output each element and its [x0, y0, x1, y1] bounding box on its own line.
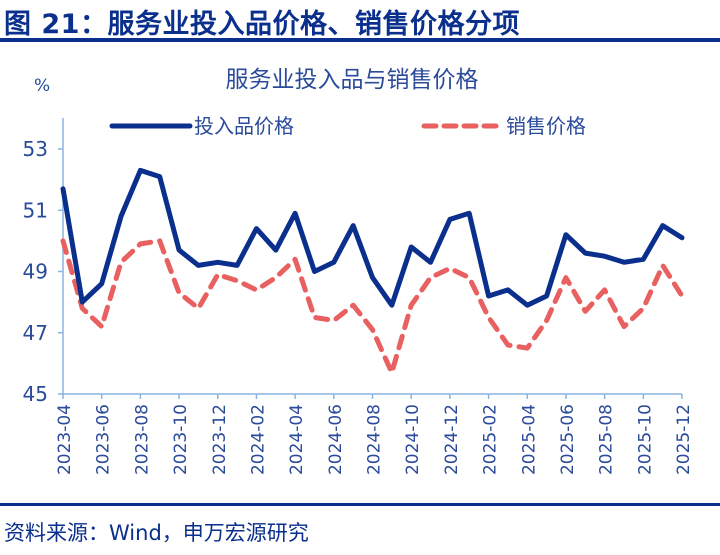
footer-divider — [0, 503, 720, 506]
x-tick-label: 2025-06 — [558, 404, 578, 475]
legend-label-input-price: 投入品价格 — [194, 114, 294, 138]
legend-label-sales-price: 销售价格 — [506, 114, 586, 138]
x-axis-ticks: 2023-04 2023-06 2023-08 2023-10 2023-12 2024-… — [55, 394, 694, 475]
series-lines — [60, 167, 685, 376]
chart-title: 服务业投入品与销售价格 — [226, 67, 479, 93]
x-tick-label: 2024-10 — [403, 404, 423, 475]
x-tick-label: 2025-02 — [481, 404, 501, 475]
x-tick-label: 2024-02 — [248, 404, 268, 475]
y-tick-label: 49 — [23, 260, 48, 284]
source-note: 资料来源：Wind，申万宏源研究 — [4, 521, 309, 545]
x-tick-label: 2023-08 — [132, 404, 152, 475]
y-tick-label: 47 — [23, 321, 48, 345]
line-chart: % 服务业投入品与销售价格 投入品价格 销售价格 45 47 49 51 53 2023… — [23, 67, 694, 475]
y-axis-ticks: 45 47 49 51 53 — [23, 137, 63, 406]
x-tick-label: 2025-04 — [519, 404, 539, 475]
x-tick-label: 2023-06 — [94, 404, 114, 475]
x-tick-label: 2023-10 — [171, 404, 191, 475]
x-tick-label: 2025-10 — [635, 404, 655, 475]
x-tick-label: 2024-04 — [287, 404, 307, 475]
x-tick-label: 2025-12 — [674, 404, 694, 475]
y-axis-unit: % — [34, 76, 50, 96]
x-tick-label: 2023-04 — [55, 404, 75, 475]
x-tick-label: 2024-08 — [365, 404, 385, 475]
x-tick-label: 2024-12 — [442, 404, 462, 475]
figure-title: 图 21：服务业投入品价格、销售价格分项 — [4, 9, 520, 40]
title-divider — [0, 38, 720, 42]
series-input-price-line — [60, 167, 685, 308]
x-tick-label: 2023-12 — [210, 404, 230, 475]
y-tick-label: 45 — [23, 382, 48, 406]
y-tick-label: 53 — [23, 137, 48, 161]
series-sales-price-line — [60, 238, 685, 376]
legend: 投入品价格 销售价格 — [109, 114, 586, 138]
x-tick-label: 2025-08 — [597, 404, 617, 475]
y-tick-label: 51 — [23, 198, 48, 222]
x-tick-label: 2024-06 — [326, 404, 346, 475]
